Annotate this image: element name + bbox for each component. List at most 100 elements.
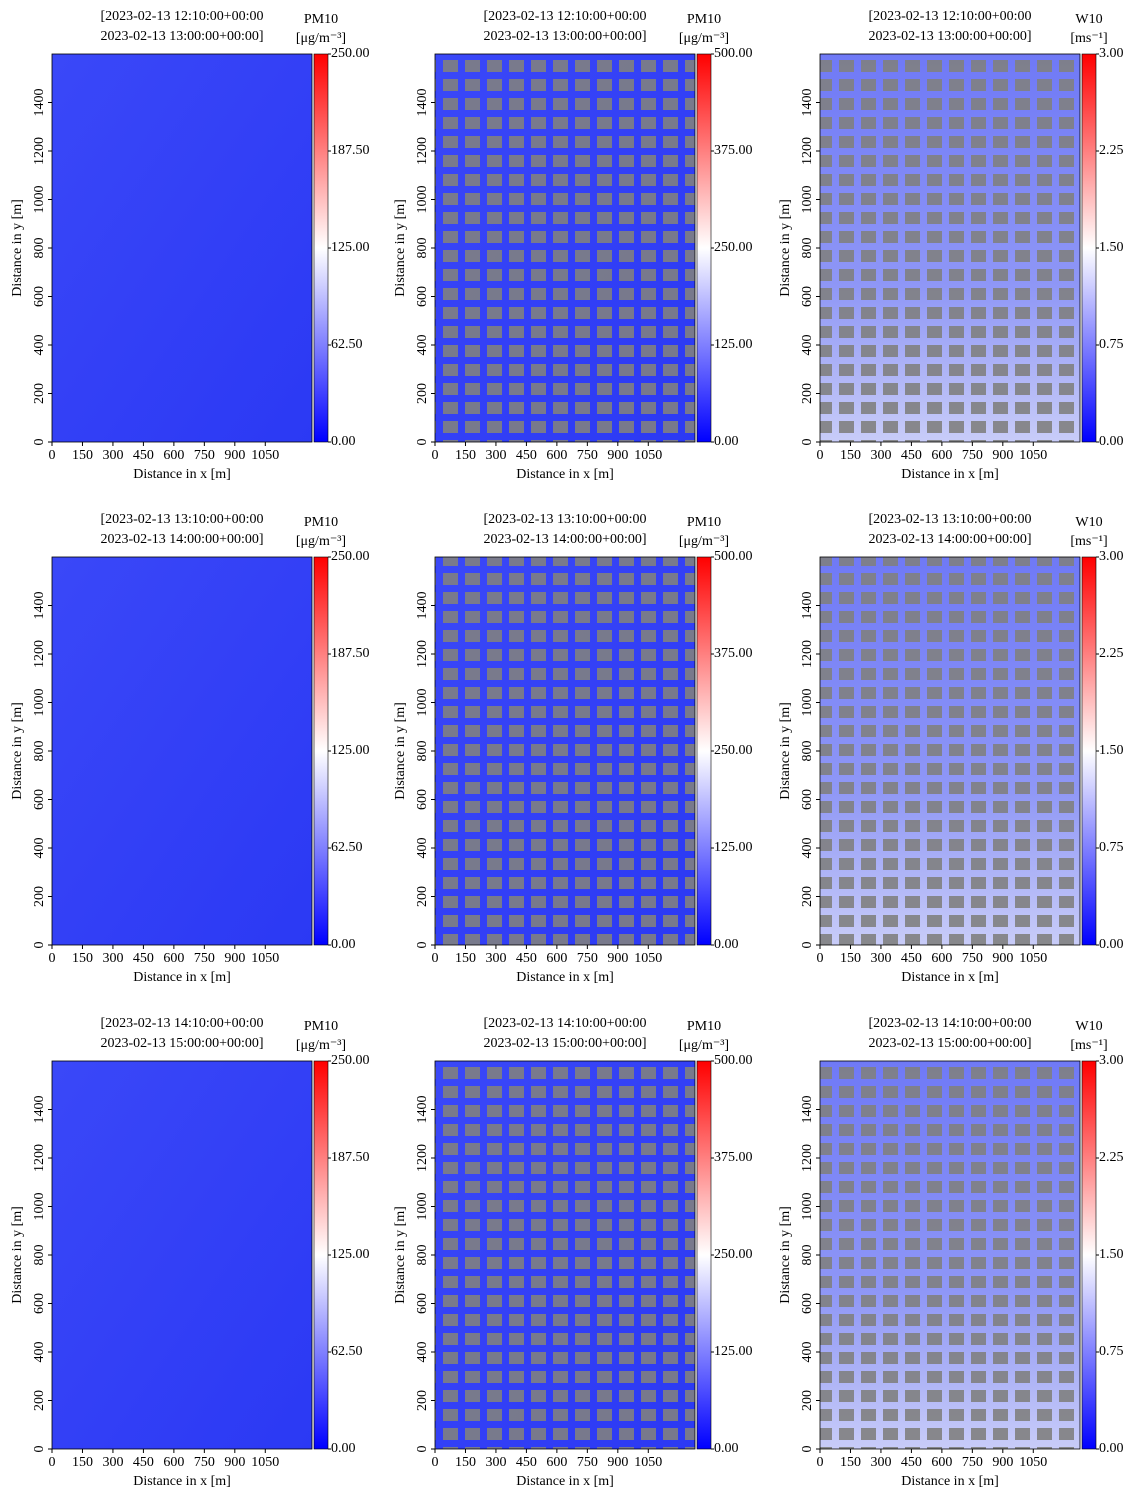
y-tick-label: 200	[415, 383, 430, 404]
buildings	[435, 54, 695, 442]
chart-title: 2023-02-13 14:00:00+00:00]	[483, 532, 646, 547]
x-axis-label: Distance in x [m]	[133, 1474, 231, 1489]
colorbar-tick-label: 0.00	[331, 937, 356, 952]
x-tick-label: 450	[516, 1455, 537, 1470]
x-tick-label: 900	[224, 951, 245, 966]
x-tick-label: 0	[49, 448, 56, 463]
colorbar-label: PM10	[687, 1019, 721, 1034]
y-tick-label: 1000	[800, 1193, 815, 1221]
y-tick-label: 0	[32, 942, 47, 949]
x-tick-label: 900	[607, 448, 628, 463]
colorbar	[1081, 556, 1097, 946]
y-tick-label: 600	[800, 789, 815, 810]
x-tick-label: 150	[455, 448, 476, 463]
x-tick-label: 900	[992, 448, 1013, 463]
x-tick-label: 300	[870, 1455, 891, 1470]
colorbar	[313, 53, 329, 443]
colorbar-unit: [μg/m⁻³]	[679, 534, 729, 549]
x-tick-label: 0	[49, 1455, 56, 1470]
x-tick-label: 300	[102, 448, 123, 463]
y-tick-label: 1000	[415, 689, 430, 717]
chart-title: [2023-02-13 14:10:00+00:00	[483, 1016, 646, 1031]
x-tick-label: 1050	[251, 951, 279, 966]
field	[52, 557, 312, 945]
y-tick-label: 400	[32, 335, 47, 356]
y-tick-label: 800	[415, 238, 430, 259]
colorbar-tick-label: 125.00	[714, 337, 753, 352]
x-tick-label: 900	[992, 1455, 1013, 1470]
colorbar-tick-label: 500.00	[714, 46, 753, 61]
y-tick-label: 1200	[415, 1144, 430, 1172]
y-tick-label: 800	[32, 1245, 47, 1266]
x-axis-label: Distance in x [m]	[516, 970, 614, 985]
x-tick-label: 900	[992, 951, 1013, 966]
colorbar	[696, 556, 712, 946]
colorbar-tick-label: 0.00	[331, 434, 356, 449]
y-tick-label: 600	[800, 286, 815, 307]
colorbar-tick-label: 3.00	[1099, 549, 1124, 564]
x-tick-label: 450	[133, 1455, 154, 1470]
buildings	[820, 1061, 1080, 1449]
y-tick-label: 1400	[32, 89, 47, 117]
y-tick-label: 400	[415, 335, 430, 356]
x-axis-label: Distance in x [m]	[516, 1474, 614, 1489]
x-tick-label: 600	[546, 1455, 567, 1470]
x-tick-label: 0	[432, 1455, 439, 1470]
x-tick-label: 1050	[251, 448, 279, 463]
colorbar-tick-label: 0.00	[714, 937, 739, 952]
x-tick-label: 300	[102, 951, 123, 966]
y-tick-label: 1000	[800, 186, 815, 214]
chart-title: 2023-02-13 15:00:00+00:00]	[483, 1036, 646, 1051]
y-tick-label: 1400	[415, 1096, 430, 1124]
colorbar-tick-label: 250.00	[331, 549, 370, 564]
x-tick-label: 600	[163, 1455, 184, 1470]
colorbar-tick-label: 1.50	[1099, 743, 1124, 758]
x-tick-label: 300	[870, 448, 891, 463]
y-tick-label: 600	[415, 789, 430, 810]
y-tick-label: 600	[415, 286, 430, 307]
x-tick-label: 900	[224, 448, 245, 463]
x-tick-label: 450	[901, 448, 922, 463]
y-axis-label: Distance in y [m]	[10, 199, 25, 297]
colorbar-tick-label: 125.00	[714, 840, 753, 855]
colorbar-tick-label: 0.75	[1099, 1344, 1124, 1359]
buildings	[435, 1061, 695, 1449]
y-tick-label: 1200	[415, 640, 430, 668]
colorbar-tick-label: 0.00	[714, 1441, 739, 1456]
y-tick-label: 0	[32, 1446, 47, 1453]
chart-title: [2023-02-13 12:10:00+00:00	[100, 9, 263, 24]
chart-title: [2023-02-13 12:10:00+00:00	[868, 9, 1031, 24]
field	[52, 54, 312, 442]
x-tick-label: 750	[962, 951, 983, 966]
x-tick-label: 750	[577, 1455, 598, 1470]
chart-title: 2023-02-13 14:00:00+00:00]	[100, 532, 263, 547]
y-tick-label: 400	[32, 838, 47, 859]
x-tick-label: 1050	[634, 951, 662, 966]
chart-title: 2023-02-13 15:00:00+00:00]	[100, 1036, 263, 1051]
y-tick-label: 200	[415, 1390, 430, 1411]
colorbar-unit: [μg/m⁻³]	[679, 1038, 729, 1053]
y-tick-label: 1000	[32, 186, 47, 214]
colorbar-tick-label: 0.75	[1099, 840, 1124, 855]
y-tick-label: 200	[800, 886, 815, 907]
colorbar-unit: [μg/m⁻³]	[296, 31, 346, 46]
colorbar-tick-label: 250.00	[714, 240, 753, 255]
y-tick-label: 1000	[32, 1193, 47, 1221]
x-tick-label: 150	[455, 951, 476, 966]
y-tick-label: 0	[32, 439, 47, 446]
colorbar-tick-label: 187.50	[331, 143, 370, 158]
x-tick-label: 0	[432, 951, 439, 966]
chart-title: [2023-02-13 14:10:00+00:00	[100, 1016, 263, 1031]
y-tick-label: 200	[800, 1390, 815, 1411]
x-tick-label: 750	[962, 448, 983, 463]
x-tick-label: 450	[901, 951, 922, 966]
colorbar-tick-label: 2.25	[1099, 646, 1124, 661]
colorbar-tick-label: 2.25	[1099, 1150, 1124, 1165]
y-tick-label: 1400	[415, 89, 430, 117]
colorbar-tick-label: 125.00	[331, 1247, 370, 1262]
y-tick-label: 400	[415, 1342, 430, 1363]
x-tick-label: 1050	[634, 448, 662, 463]
colorbar	[1081, 53, 1097, 443]
y-axis-label: Distance in y [m]	[10, 702, 25, 800]
